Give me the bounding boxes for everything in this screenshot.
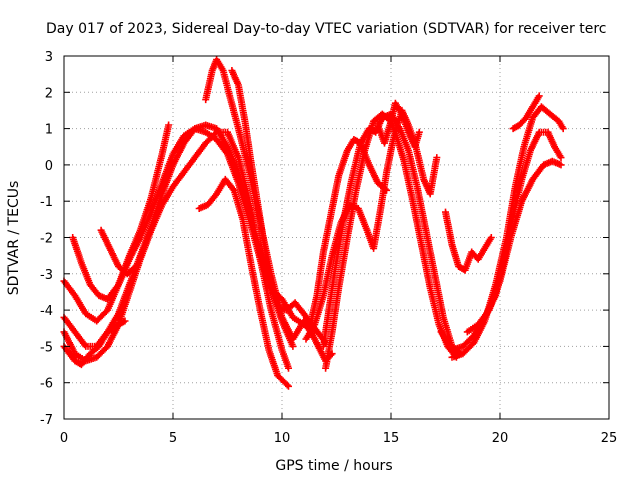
series-track-19 (509, 92, 543, 133)
x-tick-label: 0 (60, 431, 68, 446)
series-track-14 (374, 99, 423, 151)
y-tick-label: -5 (40, 340, 53, 355)
y-tick-label: 2 (45, 86, 53, 101)
marker-path (228, 67, 330, 347)
marker-path (463, 157, 565, 336)
series-track-13 (322, 110, 460, 372)
x-tick-label: 5 (169, 431, 177, 446)
x-tick-label: 10 (274, 431, 291, 446)
x-axis-label: GPS time / hours (275, 458, 392, 474)
x-tick-label: 20 (492, 431, 509, 446)
y-tick-label: -3 (40, 268, 53, 283)
data-marks (60, 56, 567, 390)
marker-path (195, 175, 292, 390)
y-tick-label: 0 (45, 159, 53, 174)
marker-path (374, 99, 423, 151)
chart-title: Day 017 of 2023, Sidereal Day-to-day VTE… (46, 21, 606, 37)
marker-path (69, 121, 173, 303)
series-track-15 (442, 208, 495, 274)
y-tick-label: -1 (40, 195, 53, 210)
series-track-7 (195, 175, 292, 390)
series-track-6 (97, 226, 140, 278)
y-tick-label: -6 (40, 377, 53, 392)
x-tick-label: 25 (601, 431, 618, 446)
y-tick-label: -7 (40, 413, 53, 428)
y-tick-label: 1 (45, 123, 53, 138)
y-tick-label: -2 (40, 232, 53, 247)
y-axis-label: SDTVAR / TECUs (6, 181, 22, 296)
series-track-9 (228, 67, 330, 347)
marker-path (322, 110, 460, 372)
series-track-5 (69, 121, 173, 303)
x-tick-label: 15 (383, 431, 400, 446)
y-tick-label: -4 (40, 304, 53, 319)
marker-path (97, 226, 140, 278)
axis-ticks: 0 5 10 15 20 25 -7 -6 -5 -4 -3 -2 -1 0 1 2 3 (40, 50, 617, 446)
marker-path (509, 92, 543, 133)
y-tick-label: 3 (45, 50, 53, 65)
marker-path (442, 208, 495, 274)
series-track-18 (463, 157, 565, 336)
